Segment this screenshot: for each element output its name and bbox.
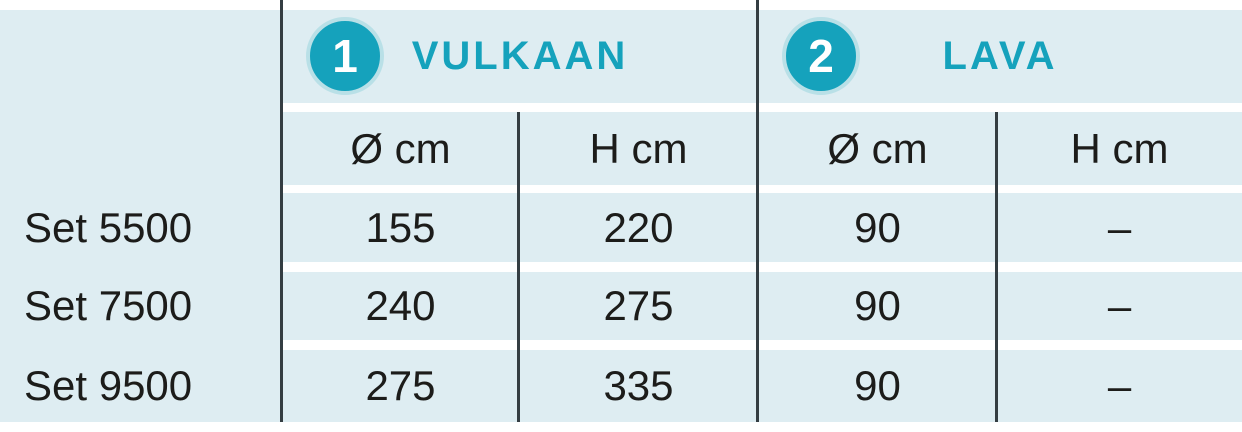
table-cell: 155: [282, 193, 519, 262]
number-1-badge-icon: 1: [306, 17, 384, 95]
number-2-badge-icon: 2: [782, 17, 860, 95]
table-cell: –: [997, 350, 1242, 422]
row-label-set-9500: Set 9500: [24, 362, 193, 409]
row-label-column: [0, 10, 282, 422]
row-label-set-5500: Set 5500: [24, 203, 193, 251]
table-cell: 335: [519, 350, 758, 422]
column-header-lava-diameter: Ø cm: [758, 112, 997, 185]
group-header-lava: 2 LAVA: [758, 10, 1242, 103]
table-cell: 240: [282, 272, 519, 340]
divider-line: [756, 0, 759, 422]
group-title-lava: LAVA: [942, 34, 1058, 78]
column-header-lava-height: H cm: [997, 112, 1242, 185]
table-cell: 90: [758, 350, 997, 422]
divider-line: [995, 112, 998, 422]
table-cell: 90: [758, 272, 997, 340]
group-title-vulkaan: VULKAAN: [411, 34, 629, 78]
table-cell: –: [997, 193, 1242, 262]
table-cell: –: [997, 272, 1242, 340]
table-cell: 275: [519, 272, 758, 340]
divider-line: [517, 112, 520, 422]
divider-line: [280, 0, 283, 422]
table-cell: 90: [758, 193, 997, 262]
group-header-vulkaan: 1 VULKAAN: [282, 10, 758, 103]
column-header-vulkaan-diameter: Ø cm: [282, 112, 519, 185]
table-cell: 220: [519, 193, 758, 262]
row-label-set-7500: Set 7500: [24, 282, 193, 329]
table-cell: 275: [282, 350, 519, 422]
column-header-vulkaan-height: H cm: [519, 112, 758, 185]
